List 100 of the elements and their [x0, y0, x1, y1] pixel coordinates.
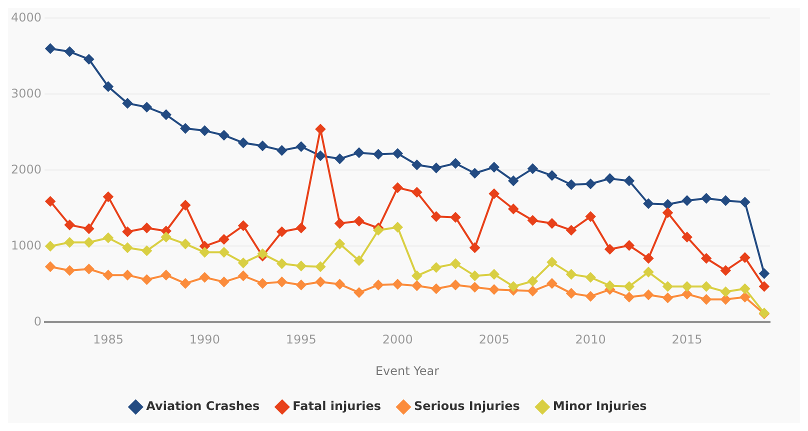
- point: [720, 294, 731, 304]
- point: [373, 280, 384, 290]
- point: [740, 252, 750, 263]
- point: [142, 102, 152, 112]
- y-tick-label: 4000: [10, 10, 42, 24]
- point: [122, 242, 133, 253]
- point: [586, 212, 596, 222]
- point: [508, 176, 518, 186]
- point: [45, 241, 56, 252]
- x-axis-title: Event Year: [375, 364, 440, 378]
- point: [624, 240, 634, 250]
- point: [238, 270, 248, 281]
- point: [720, 286, 731, 297]
- point: [276, 258, 287, 269]
- point: [180, 238, 190, 249]
- point: [334, 218, 345, 228]
- point: [643, 253, 654, 264]
- point: [412, 270, 422, 281]
- point: [103, 270, 114, 280]
- point: [218, 276, 229, 287]
- point: [276, 145, 287, 156]
- point: [373, 149, 384, 160]
- point: [354, 148, 364, 158]
- point: [546, 257, 557, 268]
- point: [142, 246, 152, 256]
- point: [489, 269, 500, 280]
- point: [315, 150, 326, 161]
- point: [759, 281, 770, 292]
- point: [643, 290, 654, 300]
- point: [296, 222, 306, 233]
- point: [238, 138, 248, 148]
- point: [161, 270, 172, 280]
- point: [180, 200, 190, 210]
- point: [84, 264, 94, 274]
- point: [624, 292, 634, 302]
- point: [450, 158, 461, 168]
- point: [566, 180, 576, 190]
- point: [662, 199, 673, 210]
- y-tick-label: 3000: [10, 86, 42, 100]
- point: [64, 237, 75, 248]
- point: [643, 267, 654, 278]
- point: [682, 232, 692, 242]
- point: [682, 289, 692, 300]
- point: [161, 232, 172, 242]
- point: [218, 247, 229, 258]
- point: [354, 216, 364, 226]
- point: [200, 247, 210, 258]
- point: [122, 270, 133, 280]
- point: [122, 226, 133, 237]
- legend-label: Aviation Crashes: [146, 399, 260, 414]
- point: [489, 162, 500, 172]
- point: [45, 44, 56, 54]
- point: [103, 82, 114, 92]
- point: [431, 162, 442, 173]
- legend-label: Fatal injuries: [292, 399, 382, 414]
- x-tick-label: 1995: [286, 332, 316, 347]
- point: [180, 278, 190, 288]
- point: [84, 224, 94, 234]
- point: [296, 142, 306, 152]
- point: [489, 188, 500, 199]
- point: [450, 280, 461, 290]
- point: [218, 234, 229, 244]
- point: [701, 253, 712, 264]
- point: [200, 126, 210, 136]
- point: [701, 193, 712, 204]
- point: [315, 276, 326, 287]
- point: [412, 187, 422, 198]
- y-tick-label: 2000: [10, 162, 42, 176]
- point: [142, 222, 152, 233]
- point: [315, 262, 326, 272]
- point: [701, 281, 712, 292]
- point: [45, 262, 56, 272]
- point: [528, 164, 538, 174]
- point: [45, 196, 56, 206]
- point: [200, 272, 210, 282]
- point: [604, 244, 615, 254]
- point: [586, 291, 596, 302]
- point: [218, 130, 229, 140]
- point: [392, 222, 403, 232]
- x-tick-label: 2010: [575, 332, 606, 347]
- point: [546, 218, 557, 228]
- point: [103, 192, 114, 202]
- point: [604, 174, 615, 184]
- point: [682, 196, 692, 206]
- point: [392, 279, 403, 290]
- point: [624, 281, 634, 292]
- point: [334, 279, 345, 290]
- point: [740, 292, 750, 302]
- point: [720, 196, 731, 206]
- point: [180, 123, 190, 134]
- point: [84, 237, 94, 248]
- point: [528, 276, 538, 286]
- point: [392, 182, 403, 193]
- point: [258, 140, 268, 151]
- point: [643, 198, 654, 209]
- point: [450, 258, 461, 269]
- point: [373, 225, 384, 236]
- point: [334, 238, 345, 249]
- point: [142, 274, 152, 285]
- point: [586, 272, 596, 282]
